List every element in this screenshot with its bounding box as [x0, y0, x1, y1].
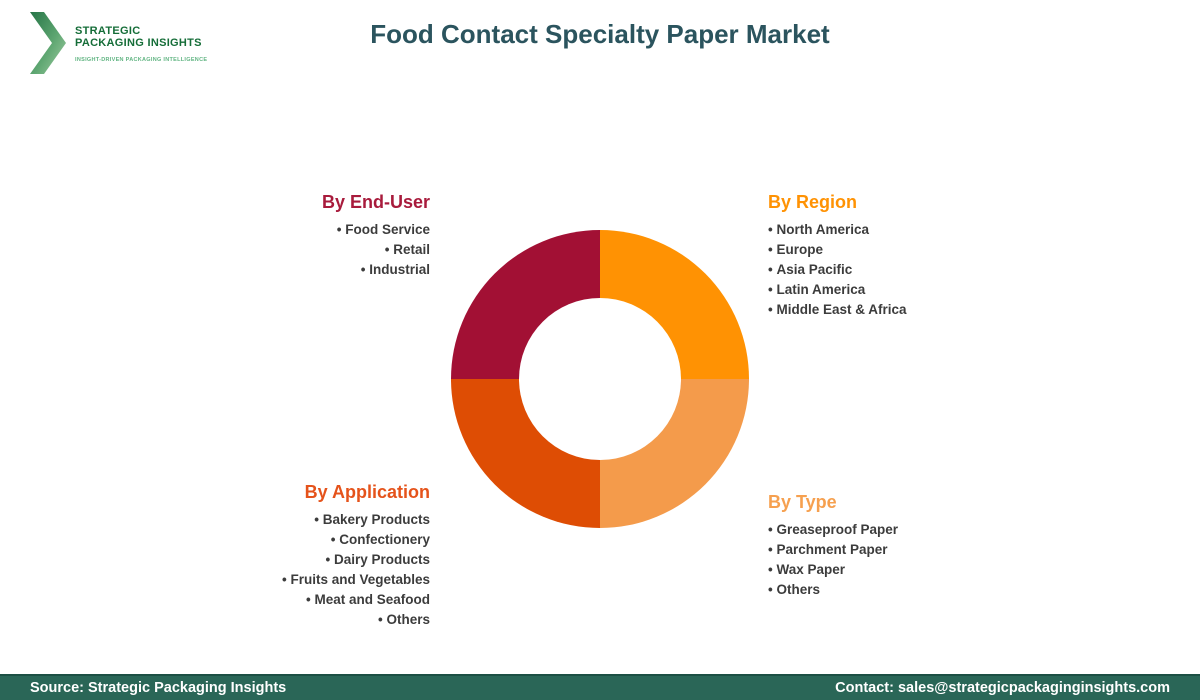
group-title-region: By Region	[768, 192, 858, 212]
list-item: Food Service	[322, 220, 430, 240]
brand-tagline: INSIGHT-DRIVEN PACKAGING INTELLIGENCE	[75, 57, 208, 63]
group-title-type: By Type	[768, 492, 837, 512]
donut-chart	[451, 230, 749, 528]
donut-hole	[519, 298, 681, 460]
list-item: Fruits and Vegetables	[282, 570, 430, 590]
brand-name-line1: STRATEGIC	[75, 25, 141, 37]
segment-group-application: By Application Bakery ProductsConfection…	[282, 481, 430, 630]
segment-group-end-user: By End-User Food ServiceRetailIndustrial	[322, 191, 430, 280]
list-item: Dairy Products	[282, 550, 430, 570]
group-title-end-user: By End-User	[321, 192, 430, 212]
brand-logo: STRATEGIC PACKAGING INSIGHTS INSIGHT-DRI…	[30, 12, 207, 74]
list-item: North America	[768, 220, 907, 240]
brand-name-line2: PACKAGING INSIGHTS	[75, 37, 202, 49]
list-item: Greaseproof Paper	[768, 520, 898, 540]
brand-logo-text: STRATEGIC PACKAGING INSIGHTS INSIGHT-DRI…	[75, 12, 207, 63]
list-item: Europe	[768, 240, 907, 260]
footer-contact: Contact: sales@strategicpackaginginsight…	[835, 680, 1170, 696]
page-title: Food Contact Specialty Paper Market	[370, 19, 830, 49]
group-item-list-type: Greaseproof PaperParchment PaperWax Pape…	[768, 520, 898, 600]
list-item: Parchment Paper	[768, 540, 898, 560]
footer-source: Source: Strategic Packaging Insights	[30, 680, 287, 696]
list-item: Meat and Seafood	[282, 590, 430, 610]
footer-bar: Source: Strategic Packaging Insights Con…	[0, 674, 1200, 700]
chevron-right-icon	[30, 12, 66, 74]
list-item: Retail	[322, 240, 430, 260]
list-item: Asia Pacific	[768, 260, 907, 280]
list-item: Latin America	[768, 280, 907, 300]
list-item: Industrial	[322, 260, 430, 280]
list-item: Wax Paper	[768, 560, 898, 580]
group-item-list-end-user: Food ServiceRetailIndustrial	[322, 220, 430, 280]
segment-group-type: By Type Greaseproof PaperParchment Paper…	[768, 491, 898, 600]
list-item: Others	[282, 610, 430, 630]
list-item: Bakery Products	[282, 510, 430, 530]
group-item-list-application: Bakery ProductsConfectioneryDairy Produc…	[282, 510, 430, 630]
list-item: Middle East & Africa	[768, 300, 906, 320]
segment-group-region: By Region North AmericaEuropeAsia Pacifi…	[768, 191, 907, 320]
group-title-application: By Application	[304, 482, 430, 502]
list-item: Confectionery	[282, 530, 430, 550]
group-item-list-region: North AmericaEuropeAsia PacificLatin Ame…	[768, 220, 907, 320]
list-item: Others	[768, 580, 898, 600]
